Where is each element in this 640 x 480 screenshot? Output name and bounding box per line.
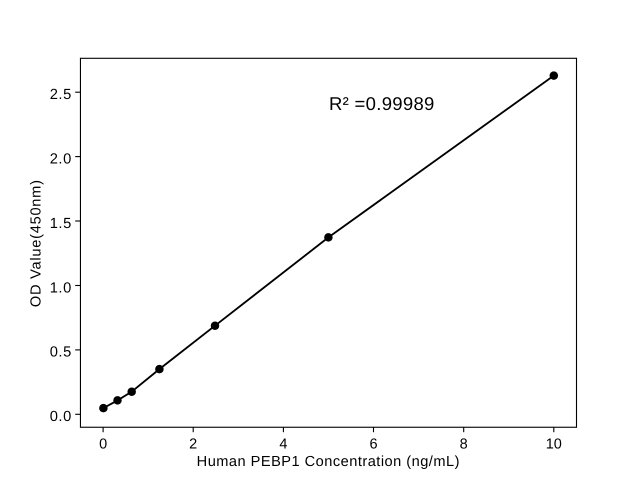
svg-text:R² =0.99989: R² =0.99989 [329,93,435,114]
svg-text:1.5: 1.5 [50,216,72,232]
svg-text:Human PEBP1 Concentration (ng/: Human PEBP1 Concentration (ng/mL) [197,454,460,470]
svg-text:2: 2 [189,437,197,453]
svg-text:4: 4 [279,437,287,453]
svg-text:0.0: 0.0 [50,409,72,425]
svg-text:8: 8 [460,437,468,453]
svg-text:6: 6 [369,437,377,453]
svg-text:0.5: 0.5 [50,345,72,361]
svg-text:2.5: 2.5 [50,87,72,103]
svg-text:1.0: 1.0 [50,280,72,296]
svg-text:0: 0 [99,437,107,453]
svg-text:OD Value(450nm): OD Value(450nm) [28,179,44,307]
svg-text:2.0: 2.0 [50,151,72,167]
svg-text:10: 10 [546,437,562,453]
